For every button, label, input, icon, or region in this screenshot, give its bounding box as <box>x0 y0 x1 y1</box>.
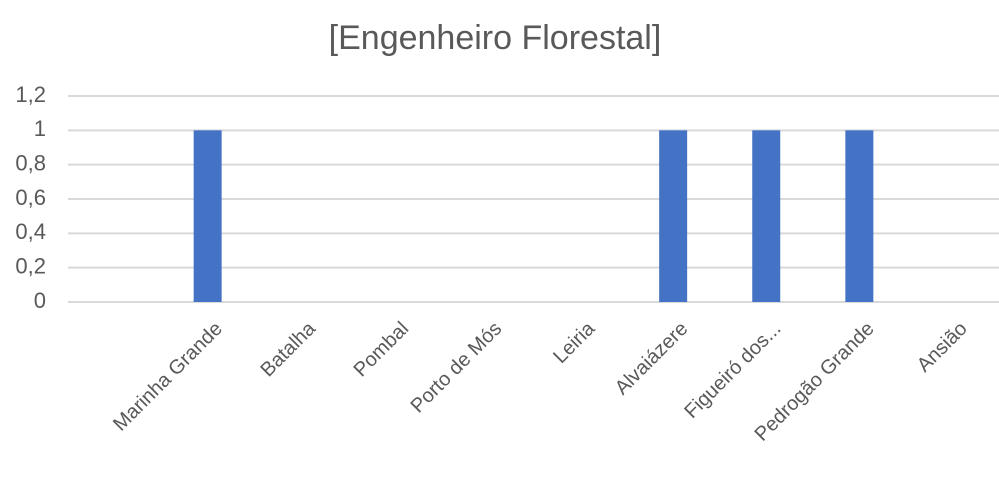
x-tick-label: Batalha <box>256 317 320 381</box>
bar <box>752 130 781 302</box>
bar <box>193 130 222 302</box>
x-tick-label: Porto de Mós <box>407 318 507 418</box>
bar <box>659 130 688 302</box>
y-tick-label: 1,2 <box>15 82 46 107</box>
y-tick-label: 0 <box>34 288 46 313</box>
y-tick-label: 0,8 <box>15 150 46 175</box>
x-tick-label: Leiria <box>549 317 600 368</box>
y-tick-label: 0,6 <box>15 185 46 210</box>
x-tick-label: Pombal <box>350 318 414 382</box>
y-tick-label: 0,4 <box>15 219 46 244</box>
chart-title: [Engenheiro Florestal] <box>329 19 662 57</box>
y-tick-label: 0,2 <box>15 253 46 278</box>
x-tick-label: Alvaiázere <box>611 318 693 400</box>
x-tick-label: Ansião <box>913 318 972 377</box>
bar <box>845 130 874 302</box>
y-tick-label: 1 <box>34 116 46 141</box>
x-tick-label: Marinha Grande <box>109 318 227 436</box>
x-tick-label: Figueiró dos... <box>680 318 785 423</box>
